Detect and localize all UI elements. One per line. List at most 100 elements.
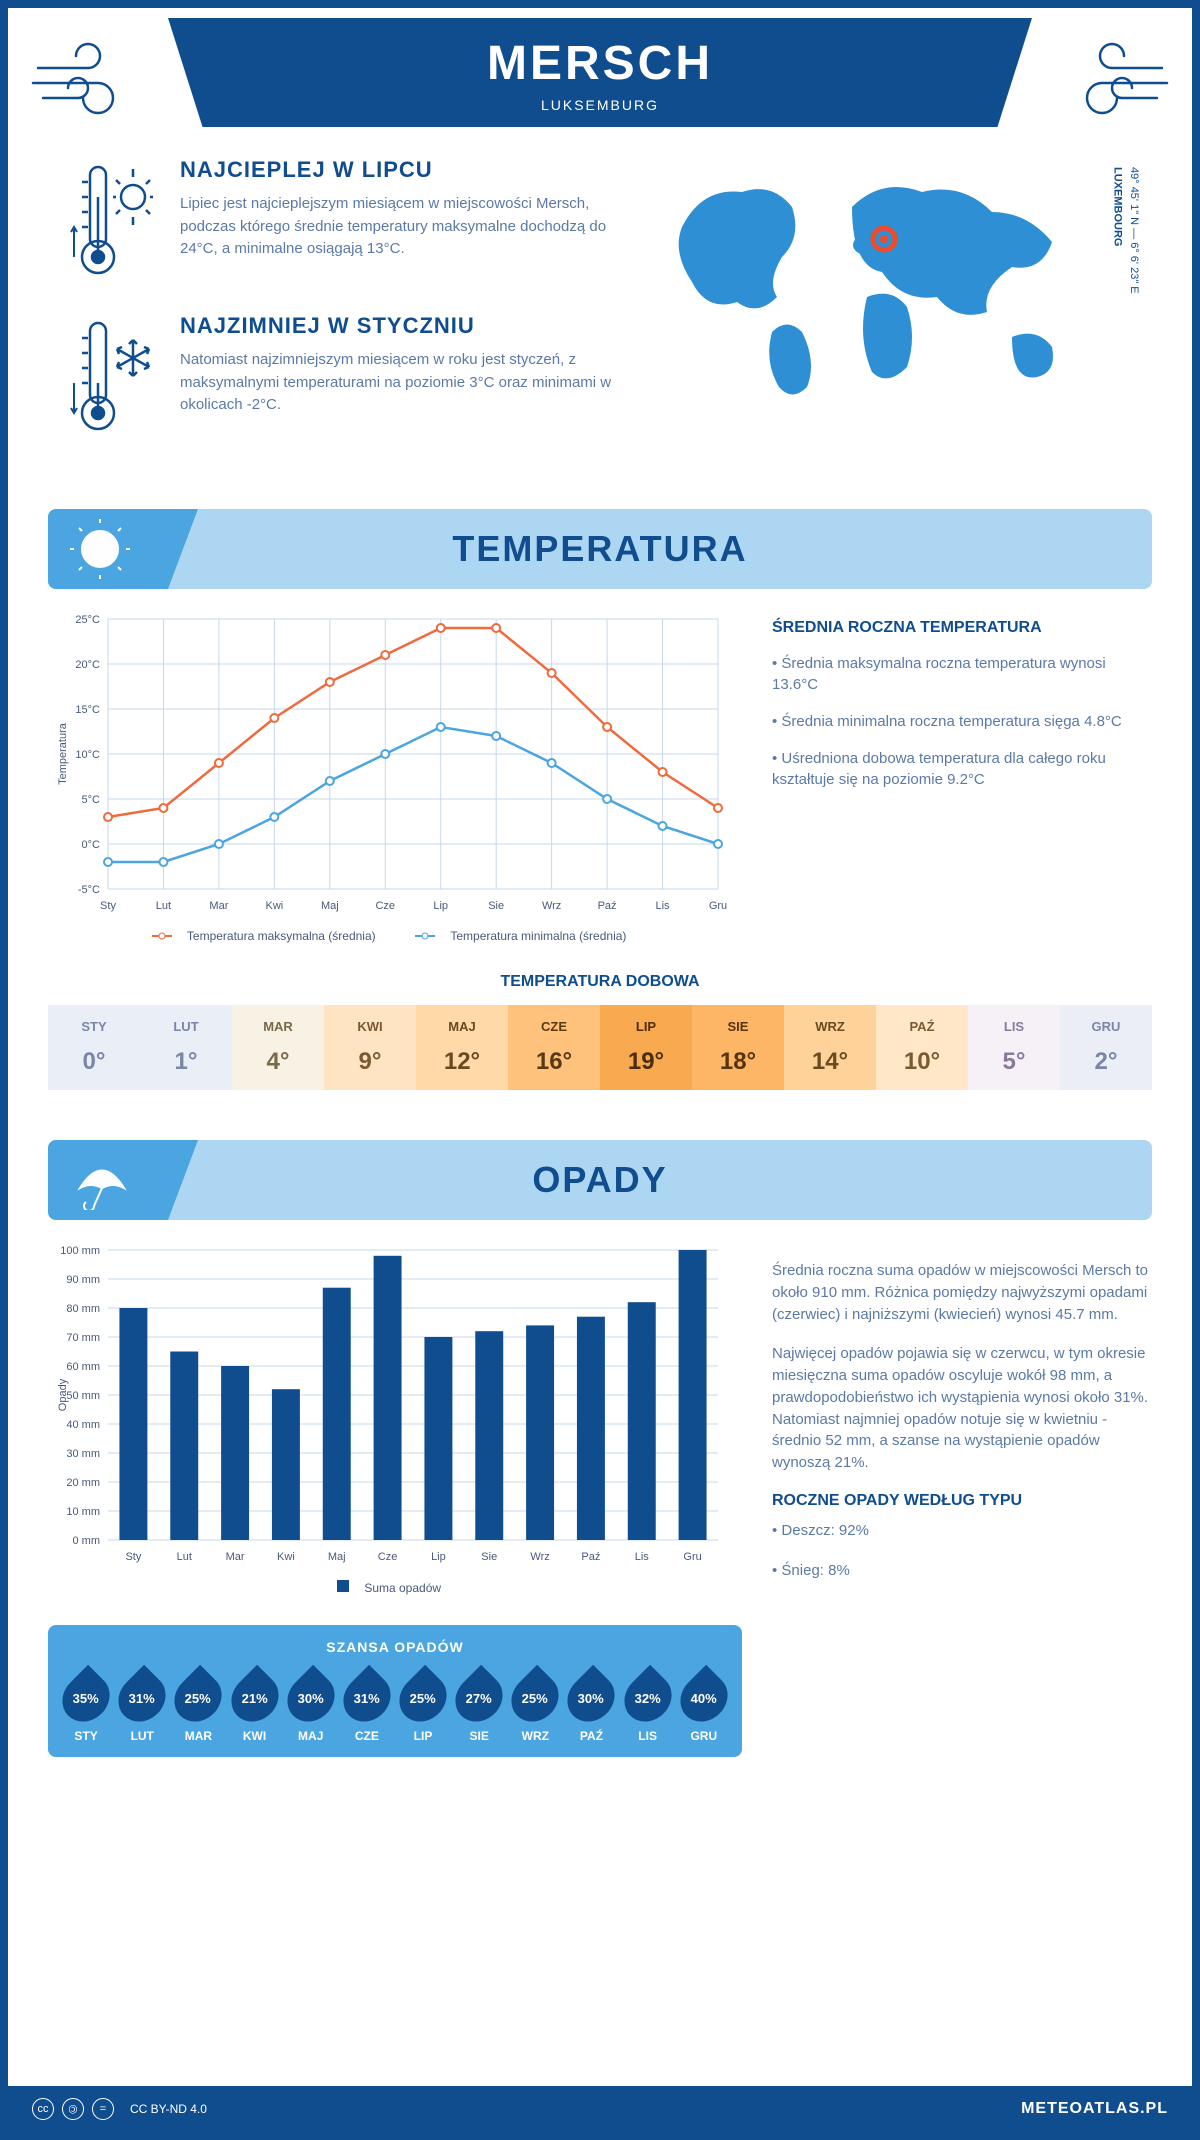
rain-chance-drop: 25%WRZ [513, 1667, 557, 1743]
dobowa-cell: PAŹ10° [876, 1005, 968, 1090]
rain-type-2: • Śnieg: 8% [772, 1560, 1152, 1582]
dobowa-title: TEMPERATURA DOBOWA [48, 973, 1152, 991]
svg-text:Paź: Paź [598, 900, 617, 912]
cold-title: NAJZIMNIEJ W STYCZNIU [180, 313, 622, 339]
szansa-title: SZANSA OPADÓW [58, 1639, 732, 1655]
dobowa-cell: MAR4° [232, 1005, 324, 1090]
dobowa-cell: KWI9° [324, 1005, 416, 1090]
license-badge: cc 🄯 = CC BY-ND 4.0 [32, 2098, 207, 2120]
nd-icon: = [92, 2098, 114, 2120]
country-name: LUKSEMBURG [168, 97, 1032, 113]
license-text: CC BY-ND 4.0 [130, 2102, 207, 2116]
temp-note-3: • Uśredniona dobowa temperatura dla całe… [772, 748, 1152, 790]
svg-text:25°C: 25°C [75, 614, 100, 626]
temp-notes-title: ŚREDNIA ROCZNA TEMPERATURA [772, 619, 1152, 637]
rain-notes: Średnia roczna suma opadów w miejscowośc… [772, 1240, 1152, 1757]
svg-text:70 mm: 70 mm [66, 1332, 100, 1344]
rain-chance-drop: 32%LIS [626, 1667, 670, 1743]
dobowa-cell: LIP19° [600, 1005, 692, 1090]
footer: cc 🄯 = CC BY-ND 4.0 METEOATLAS.PL [8, 2086, 1192, 2132]
svg-text:Sty: Sty [125, 1551, 141, 1563]
svg-text:Wrz: Wrz [530, 1551, 549, 1563]
header: MERSCH LUKSEMBURG [8, 8, 1192, 127]
rain-chance-drop: 31%CZE [345, 1667, 389, 1743]
svg-text:5°C: 5°C [82, 794, 101, 806]
svg-text:Temperatura: Temperatura [57, 722, 69, 785]
brand: METEOATLAS.PL [1021, 2100, 1168, 2118]
rain-type-1: • Deszcz: 92% [772, 1520, 1152, 1542]
cold-text: Natomiast najzimniejszym miesiącem w rok… [180, 349, 622, 417]
rain-chance-drop: 27%SIE [457, 1667, 501, 1743]
dobowa-cell: SIE18° [692, 1005, 784, 1090]
rain-chance-drop: 25%LIP [401, 1667, 445, 1743]
rain-p1: Średnia roczna suma opadów w miejscowośc… [772, 1260, 1152, 1325]
svg-text:Gru: Gru [709, 900, 727, 912]
dobowa-cell: GRU2° [1060, 1005, 1152, 1090]
warm-text: Lipiec jest najcieplejszym miesiącem w m… [180, 193, 622, 261]
temp-chart-legend: Temperatura maksymalna (średnia) Tempera… [48, 919, 742, 953]
svg-text:0°C: 0°C [82, 839, 101, 851]
section-header-rain: OPADY [48, 1140, 1152, 1220]
svg-text:20°C: 20°C [75, 659, 100, 671]
dobowa-cell: STY0° [48, 1005, 140, 1090]
by-icon: 🄯 [62, 2098, 84, 2120]
dobowa-cell: LIS5° [968, 1005, 1060, 1090]
rain-chance-drop: 31%LUT [120, 1667, 164, 1743]
section-title-temperature: TEMPERATURA [48, 528, 1152, 570]
rain-chart-legend: Suma opadów [48, 1570, 742, 1605]
svg-text:Mar: Mar [209, 900, 228, 912]
thermometer-cold-icon [68, 313, 158, 443]
svg-text:Lut: Lut [156, 900, 171, 912]
rain-chance-panel: SZANSA OPADÓW 35%STY 31%LUT 25%MAR 21%KWI 30… [48, 1625, 742, 1757]
temperature-notes: ŚREDNIA ROCZNA TEMPERATURA • Średnia mak… [772, 609, 1152, 953]
section-header-temperature: TEMPERATURA [48, 509, 1152, 589]
svg-text:80 mm: 80 mm [66, 1303, 100, 1315]
svg-text:-5°C: -5°C [78, 884, 100, 896]
svg-text:Kwi: Kwi [277, 1551, 295, 1563]
svg-text:50 mm: 50 mm [66, 1390, 100, 1402]
svg-text:0 mm: 0 mm [73, 1535, 101, 1547]
rain-chance-drop: 35%STY [64, 1667, 108, 1743]
rain-chance-drop: 21%KWI [233, 1667, 277, 1743]
rain-chance-drop: 25%MAR [176, 1667, 220, 1743]
title-banner: MERSCH LUKSEMBURG [168, 18, 1032, 127]
svg-text:Lut: Lut [177, 1551, 192, 1563]
svg-text:60 mm: 60 mm [66, 1361, 100, 1373]
svg-text:15°C: 15°C [75, 704, 100, 716]
daily-temperature-table: TEMPERATURA DOBOWA STY0°LUT1°MAR4°KWI9°M… [8, 973, 1192, 1120]
warm-title: NAJCIEPLEJ W LIPCU [180, 157, 622, 183]
svg-text:Lis: Lis [656, 900, 671, 912]
intro-text: NAJCIEPLEJ W LIPCU Lipiec jest najcieple… [68, 157, 622, 469]
wind-icon-left [28, 18, 148, 118]
temp-note-2: • Średnia minimalna roczna temperatura s… [772, 711, 1152, 732]
svg-text:Lip: Lip [431, 1551, 446, 1563]
dobowa-cell: WRZ14° [784, 1005, 876, 1090]
svg-text:Lis: Lis [635, 1551, 650, 1563]
temperature-line-chart: -5°C0°C5°C10°C15°C20°C25°CStyLutMarKwiMa… [48, 609, 742, 953]
svg-text:Kwi: Kwi [265, 900, 283, 912]
section-title-rain: OPADY [48, 1159, 1152, 1201]
city-name: MERSCH [168, 36, 1032, 91]
rain-p2: Najwięcej opadów pojawia się w czerwcu, … [772, 1343, 1152, 1474]
rain-bar-chart: 0 mm10 mm20 mm30 mm40 mm50 mm60 mm70 mm8… [48, 1240, 742, 1605]
dobowa-cell: LUT1° [140, 1005, 232, 1090]
svg-text:Sie: Sie [488, 900, 504, 912]
dobowa-cell: CZE16° [508, 1005, 600, 1090]
svg-text:Maj: Maj [321, 900, 339, 912]
svg-text:10°C: 10°C [75, 749, 100, 761]
rain-chance-drop: 30%MAJ [289, 1667, 333, 1743]
rain-type-title: ROCZNE OPADY WEDŁUG TYPU [772, 1492, 1152, 1510]
coordinates: 49° 45' 1" N — 6° 6' 23" E LUXEMBOURG [1109, 167, 1142, 294]
svg-text:Paź: Paź [581, 1551, 600, 1563]
svg-text:Opady: Opady [57, 1378, 69, 1411]
svg-text:40 mm: 40 mm [66, 1419, 100, 1431]
svg-text:Gru: Gru [683, 1551, 701, 1563]
svg-text:30 mm: 30 mm [66, 1448, 100, 1460]
svg-text:90 mm: 90 mm [66, 1274, 100, 1286]
wind-icon-right [1052, 18, 1172, 118]
dobowa-cell: MAJ12° [416, 1005, 508, 1090]
rain-chance-drop: 30%PAŹ [569, 1667, 613, 1743]
rain-chance-drop: 40%GRU [682, 1667, 726, 1743]
svg-text:Cze: Cze [378, 1551, 398, 1563]
world-map: 49° 45' 1" N — 6° 6' 23" E LUXEMBOURG [652, 157, 1132, 469]
